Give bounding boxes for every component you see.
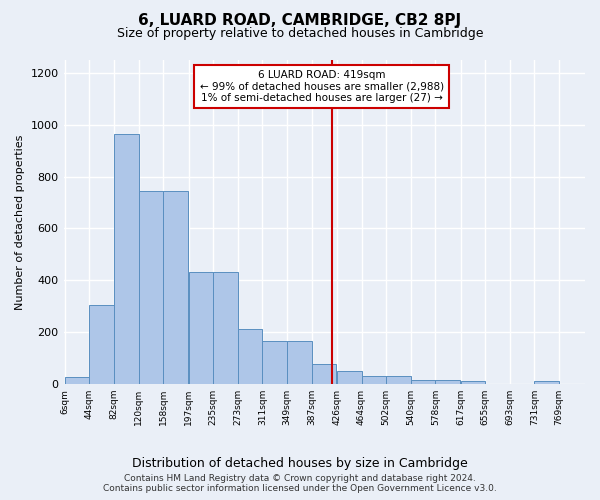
Bar: [139, 191, 163, 384]
Bar: [213, 272, 238, 384]
Bar: [535, 381, 559, 384]
Bar: [311, 364, 336, 384]
Text: Size of property relative to detached houses in Cambridge: Size of property relative to detached ho…: [117, 28, 483, 40]
Text: 6 LUARD ROAD: 419sqm
← 99% of detached houses are smaller (2,988)
1% of semi-det: 6 LUARD ROAD: 419sqm ← 99% of detached h…: [200, 70, 444, 103]
Text: 6, LUARD ROAD, CAMBRIDGE, CB2 8PJ: 6, LUARD ROAD, CAMBRIDGE, CB2 8PJ: [139, 12, 461, 28]
Bar: [65, 378, 89, 384]
Bar: [436, 380, 460, 384]
Bar: [386, 376, 411, 384]
Bar: [287, 341, 311, 384]
Text: Contains public sector information licensed under the Open Government Licence v3: Contains public sector information licen…: [103, 484, 497, 493]
Bar: [262, 341, 287, 384]
Text: Distribution of detached houses by size in Cambridge: Distribution of detached houses by size …: [132, 458, 468, 470]
Bar: [114, 134, 139, 384]
Bar: [238, 330, 262, 384]
Bar: [337, 371, 362, 384]
Text: Contains HM Land Registry data © Crown copyright and database right 2024.: Contains HM Land Registry data © Crown c…: [124, 474, 476, 483]
Y-axis label: Number of detached properties: Number of detached properties: [15, 134, 25, 310]
Bar: [163, 191, 188, 384]
Bar: [89, 305, 114, 384]
Bar: [188, 272, 213, 384]
Bar: [362, 376, 386, 384]
Bar: [461, 381, 485, 384]
Bar: [411, 380, 436, 384]
